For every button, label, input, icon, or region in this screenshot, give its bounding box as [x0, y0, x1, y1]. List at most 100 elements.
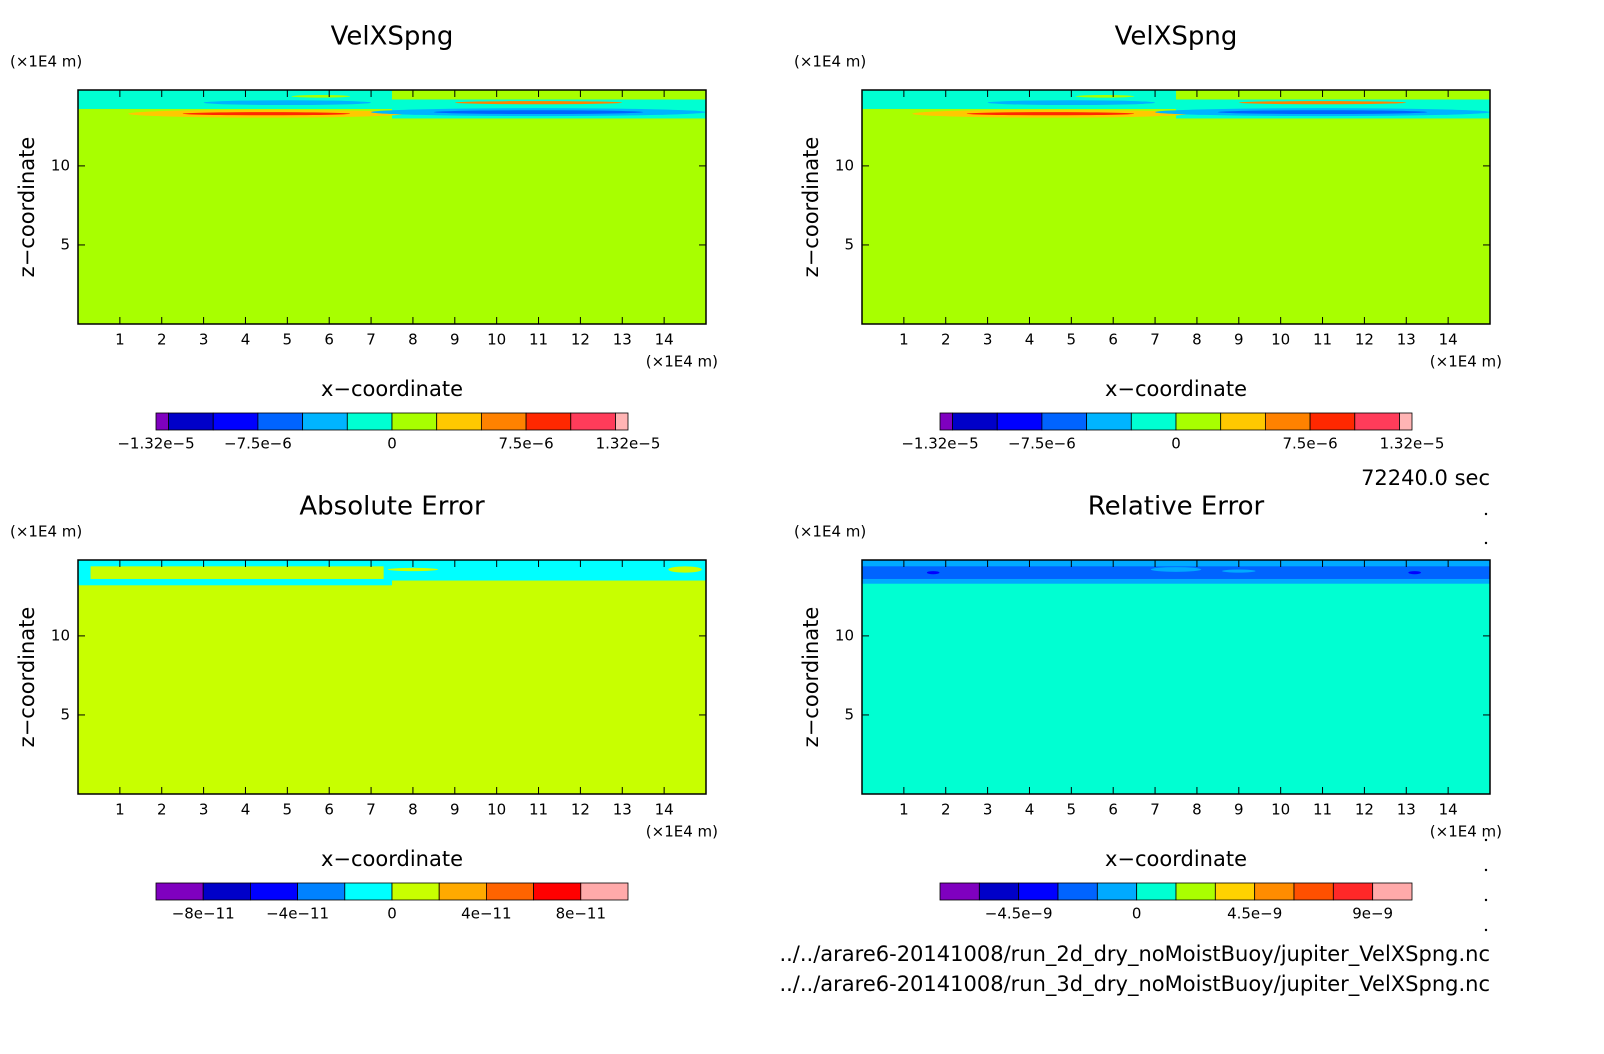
x-tick-label: 14	[1439, 801, 1458, 819]
x-tick-label: 6	[1108, 331, 1118, 349]
panel-title: VelXSpng	[331, 22, 454, 52]
colorbar-segment	[1130, 412, 1177, 431]
colorbar-segment	[155, 882, 204, 901]
colorbar-segment	[1293, 882, 1334, 901]
panel-title: Relative Error	[1088, 492, 1265, 522]
field-region	[1075, 95, 1135, 98]
colorbar-segment	[212, 412, 259, 431]
colorbar-segment	[1220, 412, 1266, 431]
colorbar-segment	[1264, 412, 1311, 431]
colorbar-segment	[297, 882, 346, 901]
colorbar-segment	[480, 412, 527, 431]
x-tick-label: 6	[324, 801, 334, 819]
colorbar-label: −7.5e−6	[224, 435, 292, 453]
colorbar-label: 9e−9	[1352, 905, 1393, 923]
colorbar-segment	[1332, 882, 1374, 901]
colorbar-segment	[346, 412, 393, 431]
colorbar-segment	[570, 412, 616, 431]
colorbar-segment	[391, 412, 438, 431]
x-tick-label: 5	[283, 331, 293, 349]
y-tick-label: 10	[51, 626, 70, 644]
colorbar-label: 0	[1132, 905, 1142, 923]
x-unit: (×1E4 m)	[1430, 823, 1502, 841]
x-tick-label: 4	[241, 331, 251, 349]
field-region	[182, 112, 351, 116]
field-region	[668, 566, 702, 573]
colorbar-segment	[580, 882, 629, 901]
field-region	[387, 567, 439, 572]
x-tick-label: 2	[157, 801, 167, 819]
y-tick-label: 10	[51, 156, 70, 174]
plot-frame	[861, 89, 1491, 325]
field-region	[454, 101, 623, 105]
field-region	[203, 100, 372, 106]
x-tick-label: 7	[366, 331, 376, 349]
field-region	[1408, 571, 1421, 575]
x-tick-label: 8	[408, 801, 418, 819]
time-label: 72240.0 sec	[1361, 466, 1490, 490]
x-tick-label: 11	[529, 331, 548, 349]
x-tick-label: 1	[115, 331, 125, 349]
y-label: z−coordinate	[15, 137, 39, 278]
colorbar-label: −7.5e−6	[1008, 435, 1076, 453]
x-tick-label: 6	[1108, 801, 1118, 819]
x-unit: (×1E4 m)	[646, 823, 718, 841]
y-tick-label: 10	[835, 156, 854, 174]
x-tick-label: 2	[157, 331, 167, 349]
colorbar-segment	[525, 412, 572, 431]
colorbar-label: −1.32e−5	[901, 435, 978, 453]
colorbar-segment	[436, 412, 482, 431]
x-tick-label: 11	[1313, 801, 1332, 819]
field-region	[862, 566, 1490, 579]
x-tick-label: 13	[1397, 331, 1416, 349]
colorbar-label: 7.5e−6	[1282, 435, 1337, 453]
field-region	[291, 95, 351, 98]
y-unit: (×1E4 m)	[10, 53, 82, 71]
x-tick-label: 3	[199, 331, 209, 349]
colorbar-label: −4.5e−9	[985, 905, 1053, 923]
x-tick-label: 5	[1067, 801, 1077, 819]
colorbar-segment	[438, 882, 487, 901]
x-tick-label: 8	[1192, 801, 1202, 819]
colorbar-segment	[533, 882, 582, 901]
field-region	[312, 569, 363, 573]
x-tick-label: 13	[1397, 801, 1416, 819]
y-tick-label: 5	[844, 235, 854, 253]
x-tick-label: 4	[1025, 801, 1035, 819]
x-tick-label: 14	[1439, 331, 1458, 349]
field-region	[926, 571, 940, 575]
colorbar-label: 0	[387, 905, 397, 923]
x-tick-label: 13	[613, 331, 632, 349]
plot-frame	[77, 559, 707, 795]
field-region	[1150, 567, 1202, 572]
colorbar-label: −4e−11	[266, 905, 329, 923]
colorbar-label: 0	[1171, 435, 1181, 453]
colorbar-segment	[168, 412, 214, 431]
x-label: x−coordinate	[1105, 377, 1247, 401]
x-tick-label: 5	[283, 801, 293, 819]
colorbar-label: 4.5e−9	[1227, 905, 1282, 923]
colorbar-label: 8e−11	[556, 905, 606, 923]
x-tick-label: 6	[324, 331, 334, 349]
field-region	[433, 110, 644, 115]
x-tick-label: 14	[655, 331, 674, 349]
panel: VelXSpng (×1E4 m) (×1E4 m) x−coordinate z−co…	[10, 22, 718, 453]
colorbar-segment	[1372, 882, 1413, 901]
field-region	[966, 112, 1135, 116]
colorbar-label: 1.32e−5	[596, 435, 661, 453]
field-region	[392, 560, 706, 581]
dots	[1484, 512, 1488, 932]
file-path: ../../arare6-20141008/run_2d_dry_noMoist…	[779, 942, 1490, 967]
x-tick-label: 8	[1192, 331, 1202, 349]
x-unit: (×1E4 m)	[1430, 353, 1502, 371]
x-tick-label: 10	[1271, 331, 1290, 349]
x-tick-label: 10	[1271, 801, 1290, 819]
x-tick-label: 9	[450, 331, 460, 349]
x-tick-label: 1	[899, 331, 909, 349]
x-label: x−coordinate	[321, 847, 463, 871]
colorbar-label: −1.32e−5	[117, 435, 194, 453]
x-tick-label: 11	[1313, 331, 1332, 349]
y-label: z−coordinate	[799, 607, 823, 748]
x-label: x−coordinate	[1105, 847, 1247, 871]
y-unit: (×1E4 m)	[794, 523, 866, 541]
